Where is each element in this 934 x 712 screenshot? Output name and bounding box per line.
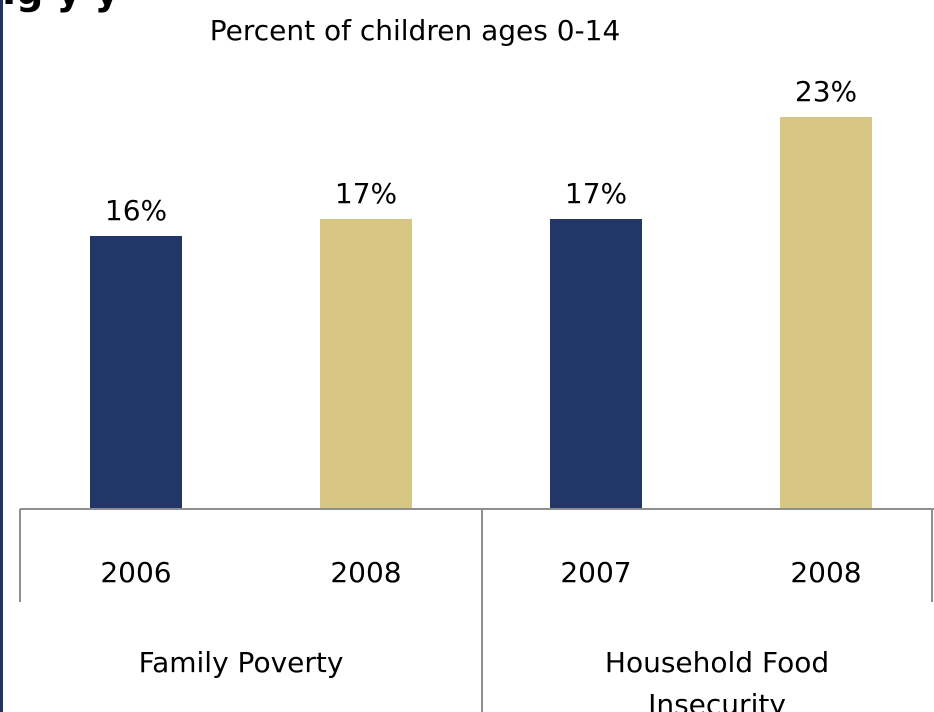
bar-0 bbox=[90, 236, 182, 508]
group-label-1-line-0: Household Food bbox=[605, 646, 829, 679]
data-label-0: 16% bbox=[105, 194, 167, 227]
data-label-1: 17% bbox=[335, 177, 397, 210]
category-label-3: 2008 bbox=[790, 556, 861, 589]
group-label-0-line-0: Family Poverty bbox=[139, 646, 344, 679]
left-border bbox=[0, 0, 3, 712]
chart-subtitle: Percent of children ages 0-14 bbox=[209, 14, 621, 47]
group-label-1-line-1: Insecurity bbox=[648, 688, 786, 712]
bar-2 bbox=[550, 219, 642, 508]
data-label-2: 17% bbox=[565, 177, 627, 210]
category-label-0: 2006 bbox=[100, 556, 171, 589]
bar-3 bbox=[780, 117, 872, 508]
category-label-1: 2008 bbox=[330, 556, 401, 589]
chart-title-partial: Ig y y bbox=[2, 0, 119, 13]
data-label-3: 23% bbox=[795, 75, 857, 108]
bar-1 bbox=[320, 219, 412, 508]
category-label-2: 2007 bbox=[560, 556, 631, 589]
